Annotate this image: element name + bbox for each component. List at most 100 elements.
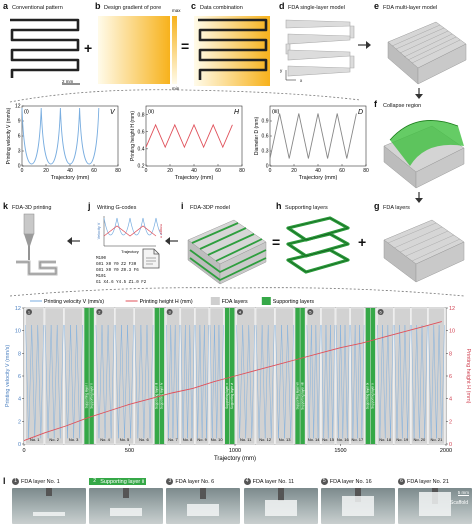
- y-axis-label: Printing height H (mm): [130, 111, 136, 161]
- mini-height-line: [103, 225, 157, 237]
- nozzle: [200, 488, 207, 499]
- supporting-layer-label: Supporting layer viii: [300, 382, 304, 410]
- supporting-layer-band: [159, 308, 165, 444]
- arrow-f-to-g: [415, 192, 423, 203]
- panel-j-letter: j: [88, 201, 91, 211]
- x-tick-label: 0: [22, 448, 25, 454]
- velocity-series: [134, 324, 154, 439]
- supporting-layer-label: Supporting layer ix: [366, 382, 370, 409]
- legend-swatch: [261, 297, 271, 305]
- colorbar-max: max: [172, 8, 181, 13]
- zoom-bracket-2: [9, 287, 465, 297]
- panel-c-title: Data combination: [200, 5, 243, 11]
- supporting-layer-label: Supporting layer v: [225, 383, 229, 409]
- y-tick-label: 0.2: [138, 164, 145, 170]
- layer-label: No. 16: [337, 437, 350, 442]
- panel-g-title: FDA layers: [383, 205, 410, 211]
- nozzle: [123, 488, 130, 498]
- layer-label: No. 10: [211, 437, 224, 442]
- printed-structure: [264, 500, 297, 516]
- conventional-pattern-graphic: [10, 18, 80, 85]
- printed-structure: [187, 504, 220, 516]
- legend-swatch: [210, 297, 220, 305]
- supporting-layer-band: [300, 308, 305, 444]
- print-photo: Scaffold 5 mm: [398, 488, 472, 524]
- fda-layers-model: [383, 219, 465, 283]
- fda-layer-band: [350, 307, 365, 445]
- y-tick-label: 0: [18, 164, 21, 170]
- group-marker-number: 5: [309, 310, 312, 315]
- y-tick-label-left: 2: [18, 419, 21, 425]
- group-marker: [237, 309, 243, 315]
- layer-label: No. 6: [139, 437, 149, 442]
- velocity-series: [306, 324, 321, 439]
- mini-y-label-left: Velocity V: [97, 222, 101, 239]
- y-tick-label: 6: [18, 134, 21, 140]
- height-series: [23, 321, 442, 442]
- y-tick-label: 12: [15, 104, 21, 110]
- gcode-line: M101: [96, 275, 107, 279]
- photo-label: Supporting layer ii: [100, 478, 145, 485]
- legend-label: Printing velocity V (mm/s): [44, 299, 104, 305]
- velocity-series: [350, 324, 365, 439]
- layer-label: No. 19: [396, 437, 409, 442]
- fda-layer-band: [321, 307, 336, 445]
- fda-layer-band: [209, 307, 224, 445]
- series-line: [145, 123, 233, 149]
- fda-layer-band: [195, 307, 210, 445]
- y-tick-label: 3: [18, 149, 21, 155]
- photo-title: 3 FDA layer No. 6: [166, 478, 214, 485]
- plus-operator: +: [84, 40, 93, 56]
- x-tick-label: 20: [167, 168, 173, 174]
- arrow-j-to-k: [67, 237, 80, 245]
- x-tick-label: 2000: [440, 448, 452, 454]
- equals-operator: =: [181, 38, 190, 54]
- x-tick-label: 500: [125, 448, 134, 454]
- panel-i-letter: i: [181, 201, 184, 211]
- colorbar-min: min: [172, 86, 180, 91]
- layer-label: No. 4: [100, 437, 110, 442]
- group-marker-number: 2: [98, 310, 101, 315]
- layer-label: No. 13: [279, 437, 292, 442]
- fda-layer-band: [44, 307, 64, 445]
- photo-title: 4 FDA layer No. 11: [243, 478, 294, 485]
- layer-label: No. 21: [431, 437, 444, 442]
- photo-number-badge: 5: [320, 478, 328, 485]
- x-tick-label: 0: [145, 168, 148, 174]
- plus-operator-g: +: [358, 234, 367, 250]
- panel-d-letter: d: [279, 1, 285, 11]
- printed-structure: [341, 496, 374, 516]
- supporting-layer-band: [370, 308, 376, 444]
- gradient-colorbar: [172, 16, 177, 84]
- photo-title: 6 FDA layer No. 21: [398, 478, 449, 485]
- velocity-series: [236, 324, 256, 439]
- mini-y-label-right: Height H: [159, 224, 162, 239]
- x-tick-label: 0: [269, 168, 272, 174]
- print-photo: [243, 488, 318, 524]
- gcode-line: M100: [96, 257, 107, 261]
- chart-symbol: V: [110, 109, 116, 116]
- fda-layer-band: [25, 307, 45, 445]
- layer-label: No. 14: [308, 437, 321, 442]
- x-tick-label: 1000: [229, 448, 241, 454]
- group-marker: [307, 309, 314, 315]
- y-tick-label-right: 6: [449, 374, 452, 380]
- supporting-layer-band: [84, 308, 89, 444]
- velocity-series: [377, 324, 394, 439]
- panel-a-scale: 2 mm: [62, 79, 74, 84]
- panel-j-title: Writing G-codes: [97, 205, 137, 211]
- y-tick-label-left: 0: [18, 442, 21, 448]
- fda-layer-band: [411, 307, 428, 445]
- layer-label: No. 18: [379, 437, 392, 442]
- trajectory-charts: (i) V 0 20 40 60 80 0 3 6 9 12 Trajectory (mm) Printi…: [6, 104, 369, 181]
- pore-gradient-box: [98, 16, 170, 84]
- printed-structure: [419, 492, 451, 516]
- layer-label: No. 20: [413, 437, 426, 442]
- velocity-series: [428, 324, 445, 439]
- x-tick-label: 1500: [334, 448, 346, 454]
- supporting-layer-label: Supporting layer x: [371, 383, 375, 409]
- velocity-series: [25, 324, 45, 439]
- supporting-layer-label: Supporting layer i: [84, 383, 88, 408]
- axis-y-glyph: y: [280, 68, 283, 73]
- x-tick-label: 80: [239, 168, 245, 174]
